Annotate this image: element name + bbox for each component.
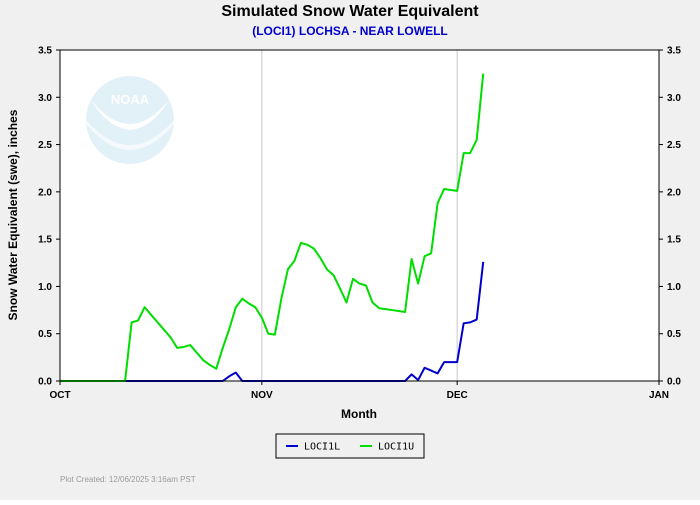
legend-box: [275, 433, 425, 459]
y-tick-label-left: 1.0: [38, 282, 52, 293]
legend-label-loci1u: LOCI1U: [378, 442, 414, 453]
y-tick-label-right: 2.5: [667, 140, 681, 151]
watermark-globe: [86, 76, 174, 164]
grid-lines: [261, 50, 458, 381]
y-tick-label-right: 3.0: [667, 93, 681, 104]
y-axis-right: 0.0 0.5 1.0 1.5 2.0 2.5 3.0 3.5: [659, 46, 681, 388]
x-tick-label-oct: OCT: [49, 390, 70, 401]
x-tick-label-nov: NOV: [251, 390, 273, 401]
y-tick-label-right: 3.5: [667, 46, 681, 57]
y-tick-label-left: 3.0: [38, 93, 52, 104]
y-tick-label-left: 0.0: [38, 377, 52, 388]
y-axis-label: Snow Water Equivalent (swe), inches: [6, 109, 20, 320]
chart-subtitle: (LOCI1) LOCHSA - NEAR LOWELL: [252, 24, 448, 38]
y-tick-label-right: 0.0: [667, 377, 681, 388]
legend-label-loci1l: LOCI1L: [304, 442, 340, 453]
y-tick-label-right: 0.5: [667, 329, 681, 340]
y-tick-label-left: 3.5: [38, 46, 52, 57]
watermark-gull: [91, 100, 169, 130]
x-tick-label-jan: JAN: [649, 390, 669, 401]
watermark-band: [86, 120, 174, 150]
y-tick-label-right: 1.5: [667, 235, 681, 246]
series-layer: [60, 73, 485, 382]
y-tick-label-left: 2.5: [38, 140, 52, 151]
plot-created-footer: Plot Created: 12/06/2025 3:16am PST: [60, 475, 196, 484]
y-tick-label-left: 0.5: [38, 329, 52, 340]
y-tick-label-left: 1.5: [38, 235, 52, 246]
x-axis: OCT NOV DEC JAN: [49, 381, 669, 401]
chart-title: Simulated Snow Water Equivalent: [221, 3, 479, 20]
plot-frame: [59, 49, 660, 382]
x-axis-label: Month: [341, 407, 377, 421]
y-axis-left: 0.0 0.5 1.0 1.5 2.0 2.5 3.0 3.5: [38, 46, 60, 388]
y-tick-label-right: 1.0: [667, 282, 681, 293]
watermark-text: NOAA: [111, 92, 150, 107]
series-line-loci1u: [60, 73, 485, 382]
noaa-watermark: NOAA: [86, 76, 174, 164]
y-tick-label-left: 2.0: [38, 187, 52, 198]
series-line-loci1l: [60, 261, 485, 382]
x-tick-label-dec: DEC: [447, 390, 468, 401]
chart-legend: LOCI1L LOCI1U: [275, 433, 425, 459]
y-tick-label-right: 2.0: [667, 187, 681, 198]
